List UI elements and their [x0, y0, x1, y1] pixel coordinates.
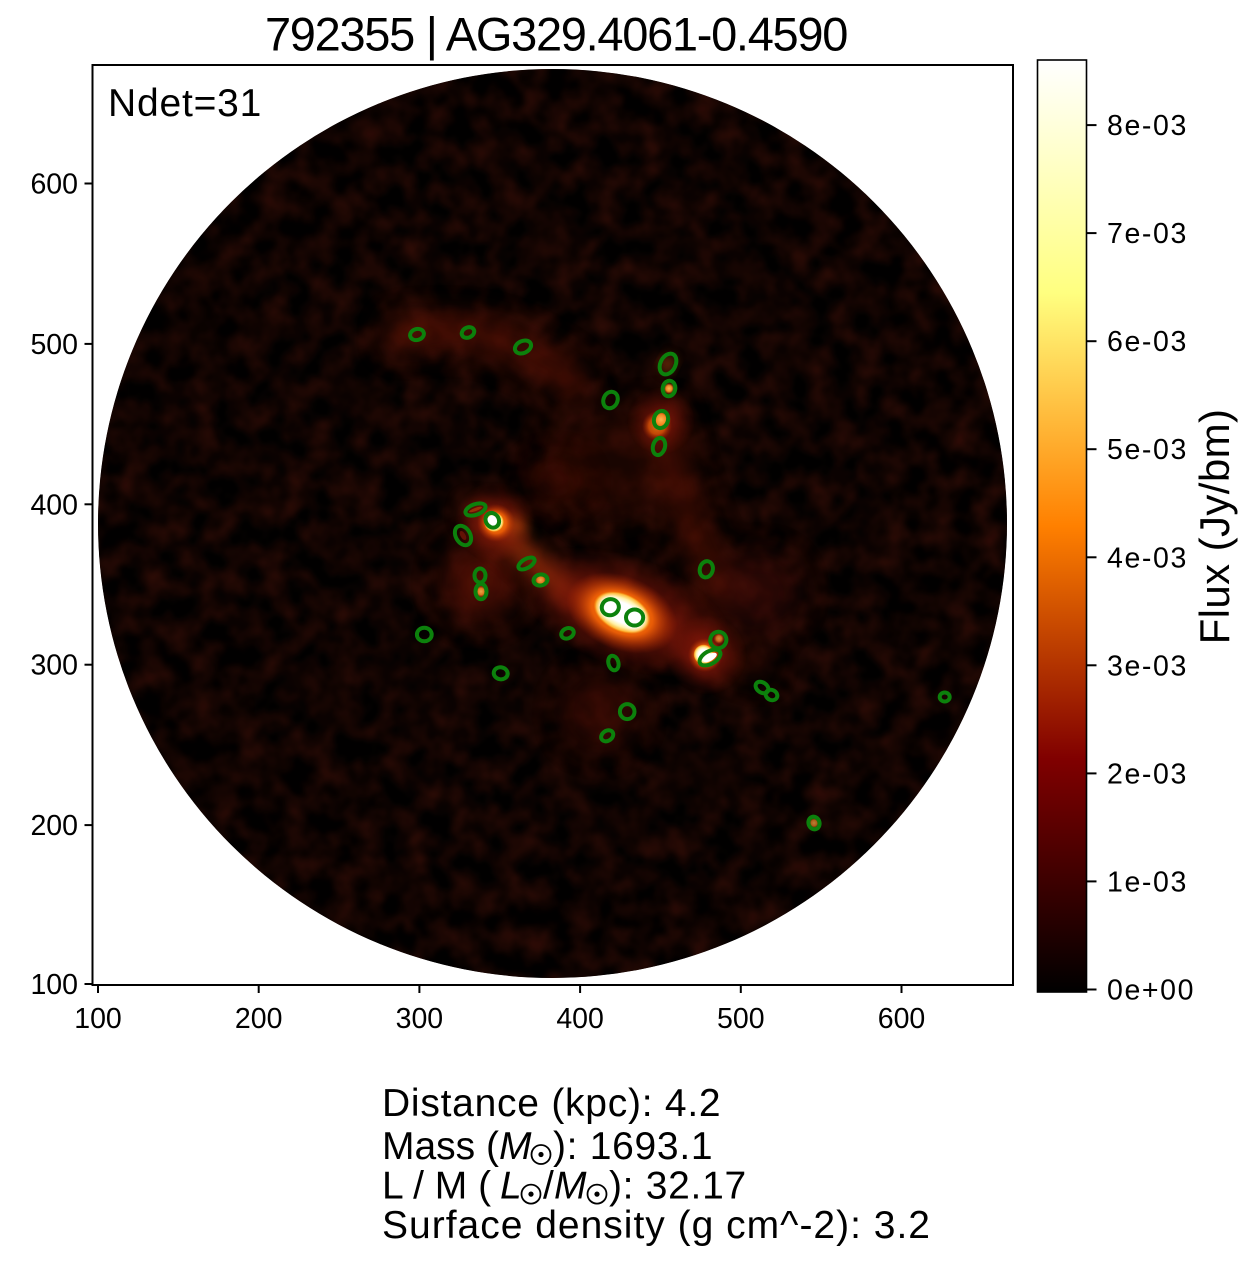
svg-text:Mass (: Mass ( — [382, 1125, 499, 1168]
svg-text:100: 100 — [74, 1003, 122, 1035]
svg-text:100: 100 — [30, 969, 78, 1001]
svg-text:8e-03: 8e-03 — [1107, 110, 1188, 142]
svg-text:200: 200 — [235, 1003, 283, 1035]
svg-text:L: L — [500, 1165, 522, 1208]
svg-text:500: 500 — [30, 329, 78, 361]
svg-text:M: M — [554, 1165, 587, 1208]
svg-text:300: 300 — [30, 650, 78, 682]
svg-text:1e-03: 1e-03 — [1107, 866, 1188, 898]
svg-text:400: 400 — [30, 489, 78, 521]
svg-text:/: / — [543, 1165, 554, 1208]
svg-text:Flux (Jy/bm): Flux (Jy/bm) — [1191, 409, 1238, 645]
svg-text:): 1693.1: ): 1693.1 — [553, 1125, 713, 1168]
svg-text:400: 400 — [556, 1003, 604, 1035]
svg-text:2e-03: 2e-03 — [1107, 758, 1188, 790]
svg-text:5e-03: 5e-03 — [1107, 434, 1188, 466]
svg-text:200: 200 — [30, 810, 78, 842]
svg-text:4e-03: 4e-03 — [1107, 542, 1188, 574]
svg-text:Ndet=31: Ndet=31 — [108, 82, 262, 125]
svg-text:6e-03: 6e-03 — [1107, 326, 1188, 358]
svg-text:Distance (kpc): 4.2: Distance (kpc): 4.2 — [382, 1082, 721, 1125]
svg-text:600: 600 — [30, 169, 78, 201]
svg-text:792355 | AG329.4061-0.4590: 792355 | AG329.4061-0.4590 — [265, 8, 847, 61]
svg-text:M: M — [499, 1125, 532, 1168]
svg-text:600: 600 — [878, 1003, 926, 1035]
svg-text:300: 300 — [396, 1003, 444, 1035]
svg-text:L / M (: L / M ( — [382, 1165, 491, 1208]
svg-text:Surface density (g cm^-2): 3.2: Surface density (g cm^-2): 3.2 — [382, 1204, 931, 1247]
svg-text:3e-03: 3e-03 — [1107, 650, 1188, 682]
svg-text:7e-03: 7e-03 — [1107, 218, 1188, 250]
svg-text:): 32.17: ): 32.17 — [609, 1165, 747, 1208]
svg-text:0e+00: 0e+00 — [1107, 975, 1195, 1007]
svg-text:500: 500 — [717, 1003, 765, 1035]
